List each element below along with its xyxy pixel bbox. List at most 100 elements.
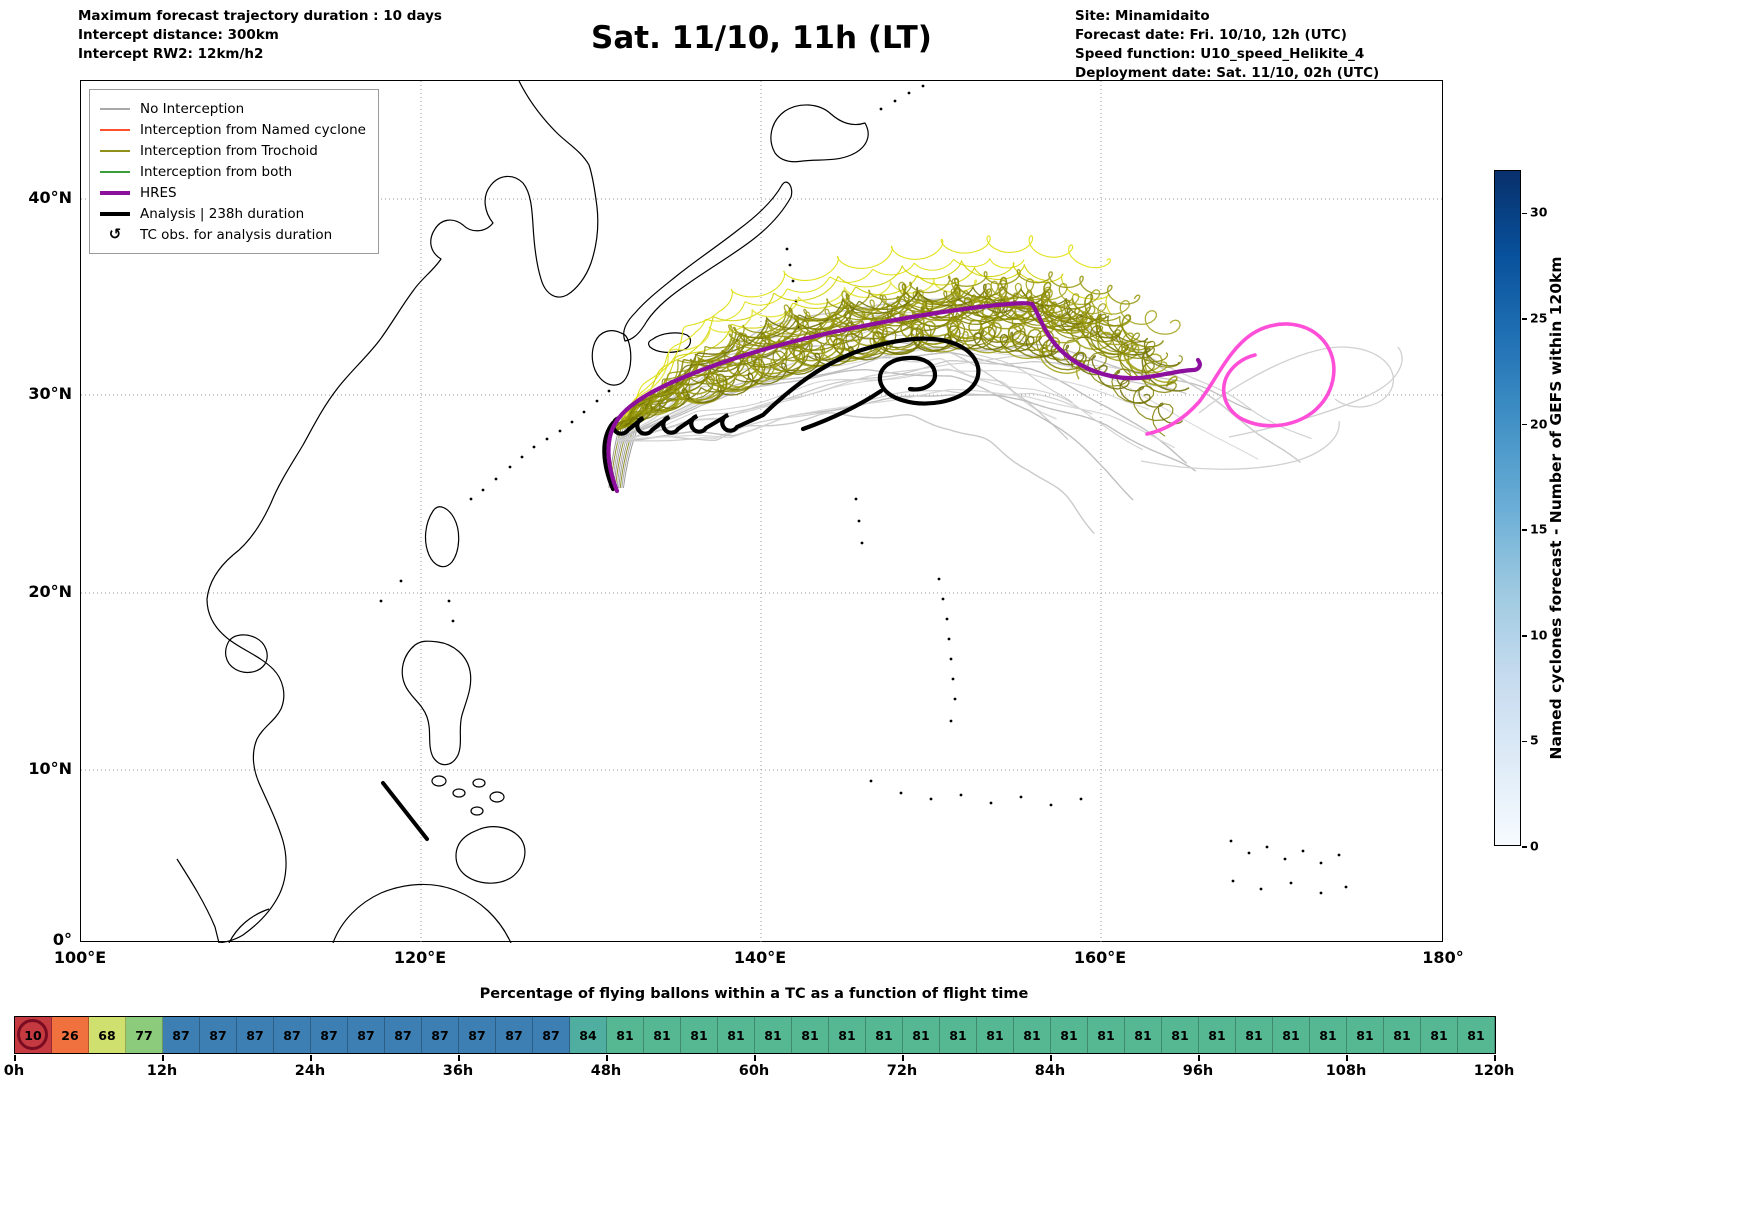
island-dot — [595, 399, 599, 403]
flight-percent-cell: 81 — [1236, 1017, 1273, 1053]
flight-time-tick-mark — [458, 1055, 460, 1061]
flight-time-tick-mark — [1494, 1055, 1496, 1061]
flight-time-tick-mark — [606, 1055, 608, 1061]
island-dot — [1231, 879, 1235, 883]
longitude-tick-label: 180° — [1422, 948, 1464, 967]
island-dot — [481, 488, 485, 492]
island-dot — [582, 410, 586, 414]
island-dot — [1079, 797, 1083, 801]
colorbar-tick-mark — [1522, 529, 1527, 531]
trochoid-interception-trajectory — [616, 302, 1183, 427]
colorbar-tick-mark — [1522, 212, 1527, 214]
longitude-tick-label: 120°E — [393, 948, 447, 967]
speed-function-text: Speed function: U10_speed_Helikite_4 — [1075, 46, 1365, 62]
flight-percent-cell: 68 — [89, 1017, 126, 1053]
flight-percent-cell: 81 — [940, 1017, 977, 1053]
colorbar-tick-label: 25 — [1530, 310, 1548, 326]
flight-percent-cell: 81 — [866, 1017, 903, 1053]
island-dot — [469, 497, 473, 501]
legend-line-sample — [100, 211, 130, 216]
flight-percent-cell: 77 — [126, 1017, 163, 1053]
flight-time-tick-mark — [1346, 1055, 1348, 1061]
island-dot — [949, 657, 953, 661]
flight-time-tick-label: 84h — [1034, 1063, 1066, 1079]
analysis-track — [602, 336, 981, 492]
no-interception-far-trajectories — [1140, 346, 1403, 470]
island-dot — [869, 779, 873, 783]
island-dot — [791, 279, 795, 283]
colorbar-tick-mark — [1522, 423, 1527, 426]
legend-item-label: No Interception — [140, 100, 245, 117]
flight-time-axis: 0h 12h 24h 36h 48h 60h 72h 84h 96h 108h 120h — [4, 1055, 1514, 1085]
kyushu-coastline — [591, 330, 632, 386]
coastlines — [176, 81, 869, 943]
flight-percent-cell: 81 — [903, 1017, 940, 1053]
flight-percent-cell: 81 — [977, 1017, 1014, 1053]
island-dot — [1259, 887, 1263, 891]
small-islands-dots — [379, 84, 1348, 895]
flight-percent-cell: 87 — [237, 1017, 274, 1053]
legend-line-sample — [100, 107, 130, 110]
deployment-highlight-ring — [17, 1019, 48, 1050]
island-dot — [1049, 803, 1053, 807]
legend-line-sample — [100, 128, 130, 131]
asia-mainland-coastline — [206, 81, 599, 943]
flight-percent-cell: 81 — [1014, 1017, 1051, 1053]
flight-time-tick-label: 12h — [146, 1063, 178, 1079]
trochoid-interception-trajectory — [615, 282, 1132, 431]
island-dot — [947, 637, 951, 641]
island-dot — [937, 577, 941, 581]
island-dot — [899, 791, 903, 795]
island-dot — [1265, 845, 1269, 849]
island-dot — [532, 445, 536, 449]
tc-obs-icon: ↺ — [100, 227, 130, 242]
flight-percent-cell: 81 — [1125, 1017, 1162, 1053]
legend-items: No Interception Interception from Named c… — [100, 98, 366, 245]
legend-box: No Interception Interception from Named c… — [89, 89, 379, 254]
flight-percent-cell: 87 — [200, 1017, 237, 1053]
island-dot — [945, 617, 949, 621]
flight-percent-cell: 87 — [459, 1017, 496, 1053]
legend-line-sample — [100, 107, 130, 110]
island-dot — [451, 619, 455, 623]
legend-item: Interception from Named cyclone — [100, 119, 366, 140]
malay-coastline — [176, 858, 220, 943]
legend-line-sample — [100, 128, 130, 131]
island-dot — [508, 465, 512, 469]
hainan-coastline — [225, 634, 268, 674]
flight-time-tick-label: 24h — [294, 1063, 326, 1079]
island-dot — [1301, 849, 1305, 853]
flight-percent-cell: 87 — [385, 1017, 422, 1053]
legend-line-sample — [100, 211, 130, 216]
colorbar-tick-label: 0 — [1530, 838, 1539, 854]
colorbar-tick-label: 20 — [1530, 416, 1548, 431]
flight-percent-cell: 87 — [348, 1017, 385, 1053]
gefs-no-interception-trajectory — [616, 368, 1144, 451]
trochoid-interception-trajectory — [617, 276, 1165, 431]
legend-item-label: Analysis | 238h duration — [140, 205, 305, 222]
island-dot — [860, 541, 864, 545]
legend-item: Interception from Trochoid — [100, 140, 366, 161]
flight-percent-cell: 81 — [1162, 1017, 1199, 1053]
flight-time-tick-label: 48h — [590, 1063, 622, 1079]
legend-line-sample — [100, 190, 130, 195]
island-dot — [854, 497, 858, 501]
trochoid-light-trajectory — [613, 259, 1113, 429]
island-dot — [494, 477, 498, 481]
pink-cyclone-track — [1145, 322, 1336, 436]
island-dot — [379, 599, 383, 603]
legend-item-label: Interception from Trochoid — [140, 142, 318, 159]
flight-percent-cell: 81 — [755, 1017, 792, 1053]
flight-time-tick-mark — [162, 1055, 164, 1061]
longitude-tick-label: 140°E — [733, 948, 787, 967]
latitude-tick-label: 30°N — [28, 384, 72, 403]
flight-percent-cell: 81 — [1458, 1017, 1495, 1053]
island-dot — [1019, 795, 1023, 799]
legend-item: Interception from both — [100, 161, 366, 182]
trochoid-interception-trajectory — [614, 332, 1151, 431]
trochoid-light-trajectory — [616, 278, 978, 430]
gefs-colorbar: 0 5 10 15 20 25 30 — [1494, 170, 1547, 854]
island-dot — [1229, 839, 1233, 843]
island-dot — [941, 597, 945, 601]
